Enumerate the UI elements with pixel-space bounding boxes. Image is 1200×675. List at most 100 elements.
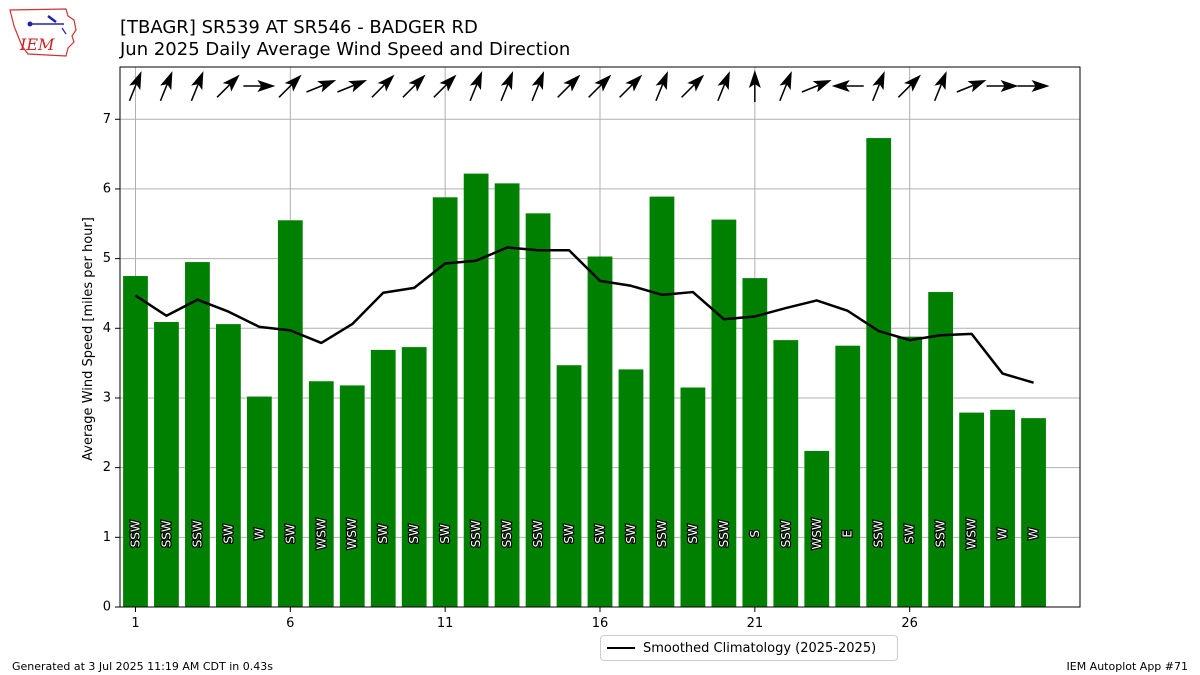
wind-arrow-day-23 xyxy=(801,80,832,93)
direction-label: SW xyxy=(562,524,576,544)
direction-label: WSW xyxy=(345,518,359,549)
bar-day-4 xyxy=(216,324,241,607)
y-tick-label: 1 xyxy=(103,530,111,545)
bar-day-5 xyxy=(246,396,272,607)
direction-label: E xyxy=(841,530,855,538)
bar-day-26 xyxy=(897,336,923,607)
direction-label: SSW xyxy=(717,520,731,547)
bar-day-27 xyxy=(928,292,954,607)
direction-label: W xyxy=(252,528,266,540)
legend-line-swatch xyxy=(607,647,635,649)
direction-label: SW xyxy=(593,524,607,544)
wind-arrow-day-12 xyxy=(469,71,483,102)
direction-label: SSW xyxy=(531,520,545,547)
wind-arrow-day-15 xyxy=(557,74,581,98)
wind-arrow-day-5 xyxy=(243,80,276,92)
wind-arrow-day-4 xyxy=(216,74,240,98)
bar-day-1 xyxy=(123,276,148,607)
bar-day-28 xyxy=(959,412,984,607)
wind-arrow-day-30 xyxy=(1017,80,1050,92)
bar-day-23 xyxy=(804,450,830,607)
direction-label: SSW xyxy=(469,520,483,547)
climatology-line xyxy=(134,246,1034,384)
app-note: IEM Autoplot App #71 xyxy=(1066,660,1189,673)
bar-day-13 xyxy=(494,183,520,607)
x-tick-label: 16 xyxy=(592,616,609,631)
bar-day-25 xyxy=(866,138,892,607)
wind-arrow-day-8 xyxy=(337,80,368,93)
wind-arrow-day-13 xyxy=(500,71,514,102)
wind-arrow-day-29 xyxy=(986,80,1019,92)
wind-arrow-day-16 xyxy=(588,74,612,98)
bar-day-24 xyxy=(835,345,861,607)
wind-arrow-day-10 xyxy=(402,74,426,98)
wind-arrow-day-26 xyxy=(897,74,921,98)
wind-arrow-day-24 xyxy=(831,80,864,92)
y-tick-label: 6 xyxy=(103,181,111,196)
y-tick-label: 3 xyxy=(103,390,111,405)
direction-label: SSW xyxy=(128,520,142,547)
wind-arrow-day-11 xyxy=(433,74,457,98)
bar-day-6 xyxy=(277,220,303,607)
y-tick-label: 7 xyxy=(103,112,111,127)
x-tick-label: 26 xyxy=(901,616,918,631)
bar-day-22 xyxy=(773,340,799,607)
wind-arrow-day-6 xyxy=(278,74,302,98)
bar-day-10 xyxy=(401,347,427,607)
svg-text:IEM: IEM xyxy=(19,35,55,54)
direction-label: SSW xyxy=(934,520,948,547)
y-tick-label: 4 xyxy=(103,321,111,336)
y-tick-label: 2 xyxy=(103,460,111,475)
bar-day-15 xyxy=(556,365,582,607)
x-tick-label: 21 xyxy=(747,616,764,631)
bar-day-30 xyxy=(1021,418,1046,607)
wind-arrow-day-20 xyxy=(717,71,730,102)
wind-arrow-day-14 xyxy=(531,71,545,102)
bar-day-18 xyxy=(649,196,675,607)
direction-label: SSW xyxy=(190,520,204,547)
direction-label: SW xyxy=(686,524,700,544)
bar-day-12 xyxy=(463,173,489,607)
direction-label: S xyxy=(748,530,762,538)
x-tick-label: 1 xyxy=(131,616,139,631)
bar-day-9 xyxy=(370,349,396,607)
direction-label: SW xyxy=(624,524,638,544)
direction-label: SW xyxy=(221,524,235,544)
direction-label: W xyxy=(1027,528,1041,540)
legend-label: Smoothed Climatology (2025-2025) xyxy=(643,640,877,656)
wind-arrow-day-28 xyxy=(956,80,987,93)
bar-day-29 xyxy=(990,409,1015,607)
direction-label: SW xyxy=(407,524,421,544)
bar-day-11 xyxy=(432,197,458,608)
bar-day-20 xyxy=(711,219,737,607)
wind-arrow-day-25 xyxy=(872,71,885,102)
x-tick-label: 6 xyxy=(286,616,294,631)
direction-label: WSW xyxy=(810,518,824,549)
y-axis-label: Average Wind Speed [miles per hour] xyxy=(81,217,96,461)
wind-arrow-day-17 xyxy=(619,74,643,98)
direction-label: SSW xyxy=(500,520,514,547)
chart-title: [TBAGR] SR539 AT SR546 - BADGER RD xyxy=(120,17,478,38)
direction-label: SSW xyxy=(779,520,793,547)
chart-subtitle: Jun 2025 Daily Average Wind Speed and Di… xyxy=(120,39,571,60)
iem-logo: IEM xyxy=(9,8,77,57)
direction-label: SW xyxy=(283,524,297,544)
x-tick-label: 11 xyxy=(437,616,454,631)
bar-day-3 xyxy=(185,262,210,607)
wind-arrow-day-1 xyxy=(128,71,142,102)
direction-label: WSW xyxy=(314,518,328,549)
bar-day-16 xyxy=(587,256,613,607)
direction-label: W xyxy=(996,528,1010,540)
wind-arrow-day-19 xyxy=(681,74,705,98)
bar-day-8 xyxy=(339,385,365,607)
y-tick-label: 0 xyxy=(103,600,111,615)
direction-label: SSW xyxy=(655,520,669,547)
wind-arrow-day-27 xyxy=(933,71,947,102)
wind-arrow-day-21 xyxy=(748,70,761,102)
bar-day-21 xyxy=(742,278,768,607)
direction-label: WSW xyxy=(965,518,979,549)
wind-arrow-day-3 xyxy=(190,71,204,102)
bar-day-19 xyxy=(680,387,706,607)
bar-day-7 xyxy=(308,381,334,607)
